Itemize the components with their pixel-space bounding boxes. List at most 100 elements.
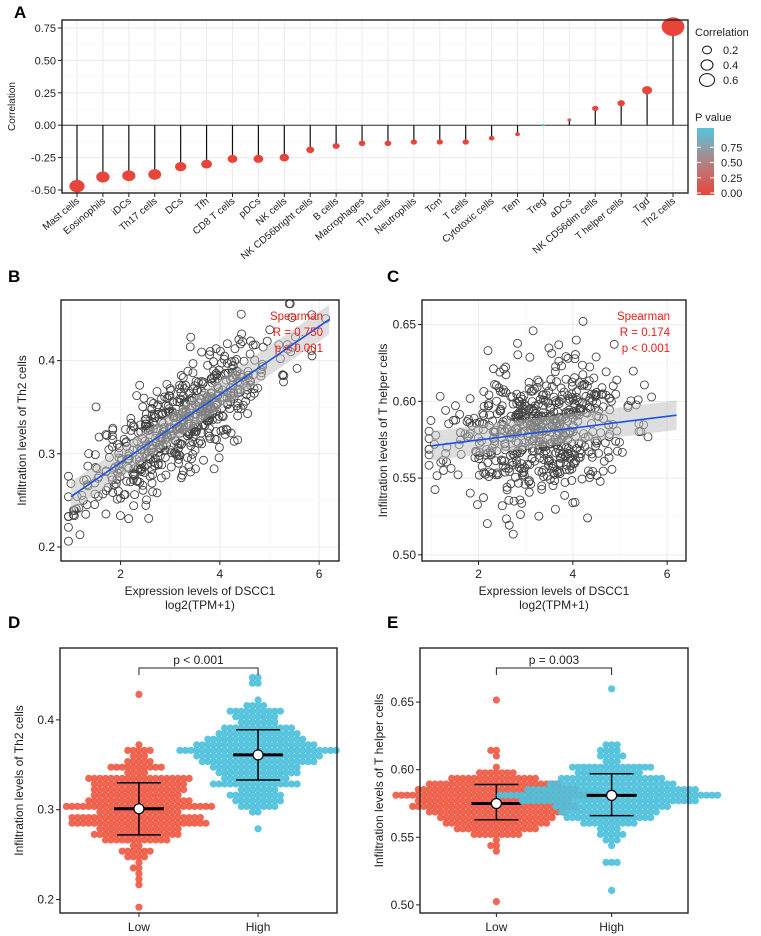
stat-annotation: Spearman	[270, 311, 323, 323]
swarm-point-low	[509, 769, 517, 777]
swarm-point-high	[304, 746, 312, 755]
swarm-point-high	[619, 763, 627, 771]
swarm-point-high	[591, 797, 599, 805]
scatter-point	[561, 374, 571, 384]
swarm-point-low	[459, 780, 467, 788]
swarm-point-high	[260, 713, 268, 721]
swarm-point-high	[304, 758, 312, 766]
swarm-point-low	[503, 819, 512, 827]
swarm-point-low	[481, 819, 489, 827]
scatter-point	[424, 460, 434, 470]
swarm-point-low	[101, 830, 110, 839]
swarm-point-high	[248, 679, 257, 687]
swarm-point-low	[185, 819, 193, 827]
swarm-point-high	[563, 808, 571, 816]
x-tick-label: 2	[475, 567, 482, 581]
scatter-point	[575, 445, 585, 455]
scatter-point	[84, 449, 94, 459]
swarm-point-low	[481, 769, 489, 777]
swarm-point-low	[124, 758, 132, 766]
scatter-point	[148, 487, 158, 497]
legend-color-label: 0.25	[721, 173, 742, 185]
swarm-point-low	[509, 825, 517, 833]
swarm-point-high	[596, 774, 605, 783]
significance-bracket	[138, 667, 259, 675]
scatter-point	[108, 425, 118, 435]
swarm-point-high	[276, 763, 284, 771]
swarm-point-low	[487, 786, 495, 794]
swarm-point-low	[174, 830, 182, 839]
scatter-point	[525, 352, 535, 362]
swarm-point-low	[163, 786, 171, 794]
swarm-point-low	[140, 786, 149, 794]
scatter-point	[554, 356, 564, 366]
scatter-point	[586, 389, 596, 399]
scatter-point	[141, 500, 151, 510]
swarm-point-low	[470, 819, 478, 827]
scatter-point	[307, 351, 317, 361]
scatter-point	[214, 453, 224, 463]
swarm-point-low	[179, 814, 188, 822]
swarm-point-high	[287, 758, 296, 766]
scatter-point	[196, 436, 205, 446]
swarm-point-high	[619, 752, 627, 760]
swarm-point-high	[215, 769, 223, 777]
scatter-point	[647, 392, 657, 402]
scatter-point	[188, 368, 198, 378]
swarm-point-low	[168, 830, 177, 839]
swarm-point-low	[520, 825, 528, 833]
swarm-point-high	[293, 752, 301, 760]
swarm-point-high	[198, 758, 206, 766]
scatter-point	[577, 360, 587, 370]
swarm-point-low	[118, 814, 126, 822]
swarm-point-low	[174, 825, 182, 833]
swarm-point-high	[602, 802, 610, 811]
swarm-point-low	[163, 791, 171, 799]
swarm-point-high	[568, 791, 577, 799]
swarm-point-high	[580, 797, 588, 805]
scatter-point	[128, 421, 138, 431]
scatter-point	[628, 366, 638, 376]
legend-size-circle	[700, 59, 714, 71]
swarm-point-low	[431, 786, 439, 794]
swarm-point-low	[207, 802, 216, 811]
scatter-point	[639, 380, 649, 390]
swarm-point-high	[608, 836, 616, 844]
panel-a-lollipop-chart: 0.750.500.250.00-0.25-0.50CorrelationMas…	[7, 17, 749, 262]
swarm-point-low	[101, 819, 110, 827]
swarm-point-high	[226, 724, 234, 732]
swarm-point-low	[520, 819, 528, 827]
scatter-point	[229, 436, 239, 446]
swarm-point-high	[552, 780, 560, 788]
swarm-point-low	[140, 763, 149, 771]
swarm-point-high	[624, 769, 632, 777]
swarm-point-high	[304, 752, 312, 760]
scatter-point	[551, 362, 561, 372]
x-axis-title: Expression levels of DSCC1	[125, 584, 276, 598]
swarm-point-high	[574, 786, 582, 794]
scatter-point	[199, 455, 209, 465]
panel-e-beeswarm-t-helper: p = 0.003 0.50 0.55 0.60 0.65 Low High Infiltra…	[372, 647, 722, 934]
swarm-point-high	[641, 802, 649, 811]
swarm-point-low	[168, 791, 177, 799]
swarm-point-high	[271, 718, 279, 727]
swarm-point-low	[135, 763, 143, 771]
y-tick-label: 0.60	[393, 394, 417, 408]
scatter-point	[556, 394, 566, 404]
swarm-point-low	[526, 802, 534, 811]
scatter-point	[246, 391, 256, 401]
scatter-point	[192, 386, 202, 395]
scatter-point	[550, 367, 560, 377]
swarm-point-high	[652, 780, 660, 788]
swarm-point-low	[96, 819, 104, 827]
swarm-point-low	[124, 853, 132, 861]
swarm-point-high	[248, 707, 257, 715]
swarm-point-low	[509, 830, 517, 839]
swarm-point-low	[135, 774, 143, 783]
swarm-point-low	[487, 825, 495, 833]
scatter-point	[140, 415, 150, 424]
swarm-point-high	[669, 780, 677, 788]
swarm-point-low	[476, 825, 484, 833]
swarm-point-low	[135, 769, 143, 777]
scatter-point	[501, 514, 511, 524]
